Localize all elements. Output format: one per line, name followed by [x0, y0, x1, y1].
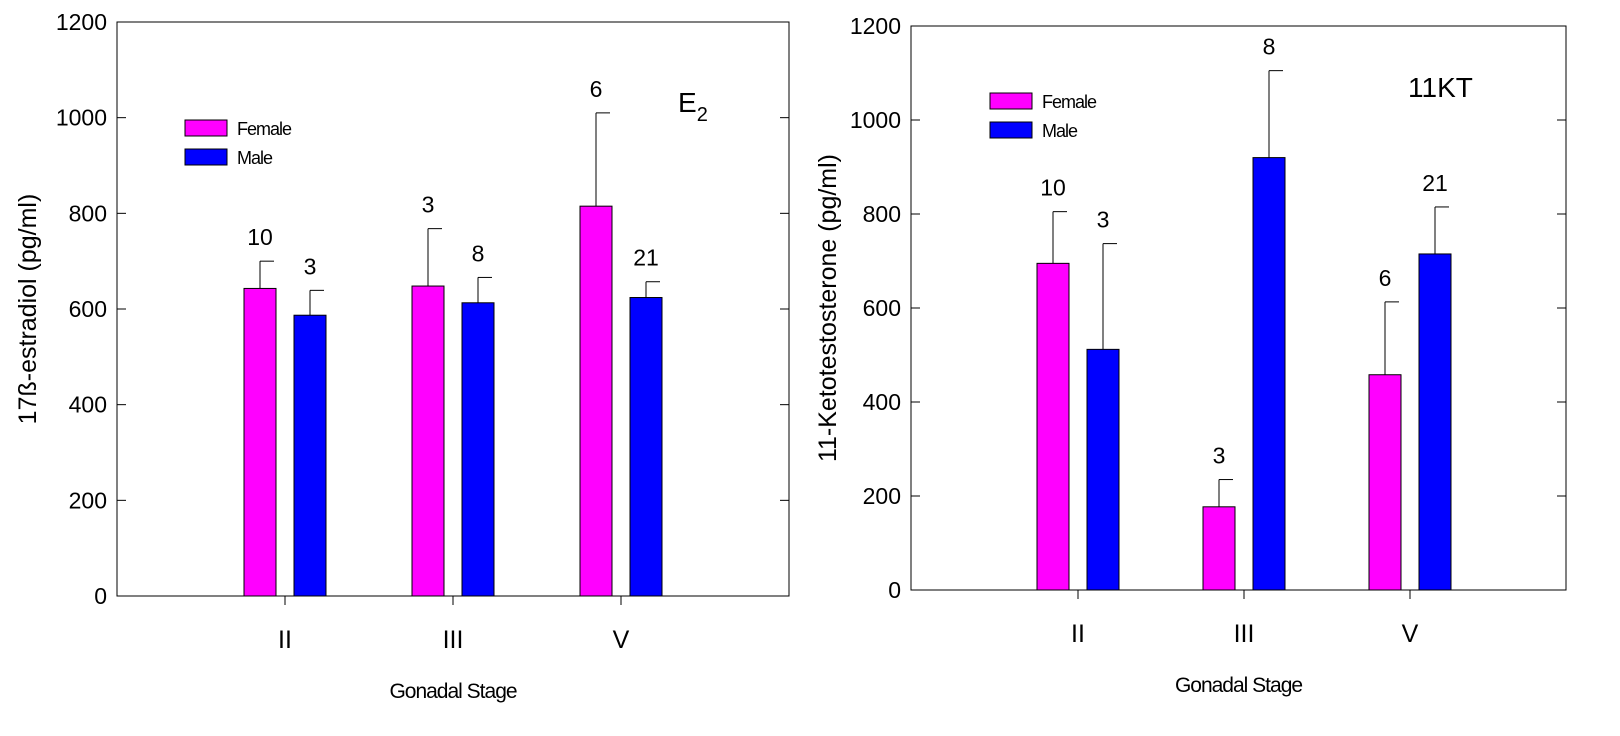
y-tick-label: 0: [94, 583, 107, 609]
legend-swatch-female: [989, 92, 1033, 110]
bar-male: [293, 314, 327, 597]
x-category-label: III: [443, 626, 464, 654]
panel-annotation-main: E: [678, 87, 697, 118]
bar-female: [579, 205, 613, 597]
x-category-label: III: [1234, 620, 1255, 648]
y-tick-label: 600: [863, 295, 901, 321]
bar-male: [1086, 348, 1120, 591]
sample-size-label: 3: [422, 192, 435, 218]
x-axis-title: Gonadal Stage: [389, 680, 516, 703]
bar-female: [243, 287, 277, 597]
plot-frame: [910, 25, 1567, 591]
sample-size-label: 8: [1263, 34, 1276, 60]
panel-annotation-sub: 2: [697, 104, 708, 126]
bar-female: [1202, 506, 1236, 591]
sample-size-label: 3: [1213, 443, 1226, 469]
y-tick-label: 1000: [56, 105, 107, 131]
panel-annotation: 11KT: [1408, 72, 1473, 103]
sample-size-label: 6: [1379, 265, 1392, 291]
sample-size-label: 8: [472, 240, 485, 266]
bar-male: [1252, 157, 1286, 591]
y-tick-label: 1200: [850, 13, 901, 39]
y-tick-label: 1000: [850, 107, 901, 133]
x-category-label: V: [1402, 620, 1419, 648]
panel-annotation: E2: [678, 87, 708, 126]
y-axis-title: 17ß-estradiol (pg/ml): [14, 194, 42, 425]
sample-size-label: 6: [590, 76, 603, 102]
y-tick-label: 200: [863, 483, 901, 509]
x-category-label: V: [613, 626, 630, 654]
bar-male: [629, 297, 663, 597]
bar-female: [1036, 262, 1070, 591]
y-tick-label: 800: [863, 201, 901, 227]
legend-swatch-male: [989, 121, 1033, 139]
y-tick-label: 600: [69, 296, 107, 322]
panel-annotation-main: 11KT: [1408, 72, 1473, 103]
sample-size-label: 10: [1040, 175, 1066, 201]
sample-size-label: 3: [1097, 207, 1110, 233]
bar-female: [411, 285, 445, 597]
sample-size-label: 21: [1422, 170, 1448, 196]
y-tick-label: 800: [69, 200, 107, 226]
y-tick-label: 0: [888, 577, 901, 603]
legend-swatch-male: [184, 148, 228, 166]
y-tick-label: 400: [69, 392, 107, 418]
y-tick-label: 200: [69, 487, 107, 513]
x-category-label: II: [278, 626, 292, 654]
y-tick-label: 1200: [56, 9, 107, 35]
sample-size-label: 3: [304, 253, 317, 279]
bar-male: [1418, 253, 1452, 591]
legend-swatch-female: [184, 119, 228, 137]
y-axis-title: 11-Ketotestosterone (pg/ml): [814, 154, 842, 462]
y-tick-label: 400: [863, 389, 901, 415]
legend-label-female: Female: [237, 119, 292, 139]
x-axis-title: Gonadal Stage: [1175, 674, 1302, 697]
sample-size-label: 21: [633, 245, 659, 271]
x-category-label: II: [1071, 620, 1085, 648]
legend-label-male: Male: [1042, 121, 1078, 141]
legend-label-female: Female: [1042, 92, 1097, 112]
bar-male: [461, 302, 495, 597]
bar-female: [1368, 374, 1402, 591]
legend-label-male: Male: [237, 148, 273, 168]
sample-size-label: 10: [247, 224, 273, 250]
